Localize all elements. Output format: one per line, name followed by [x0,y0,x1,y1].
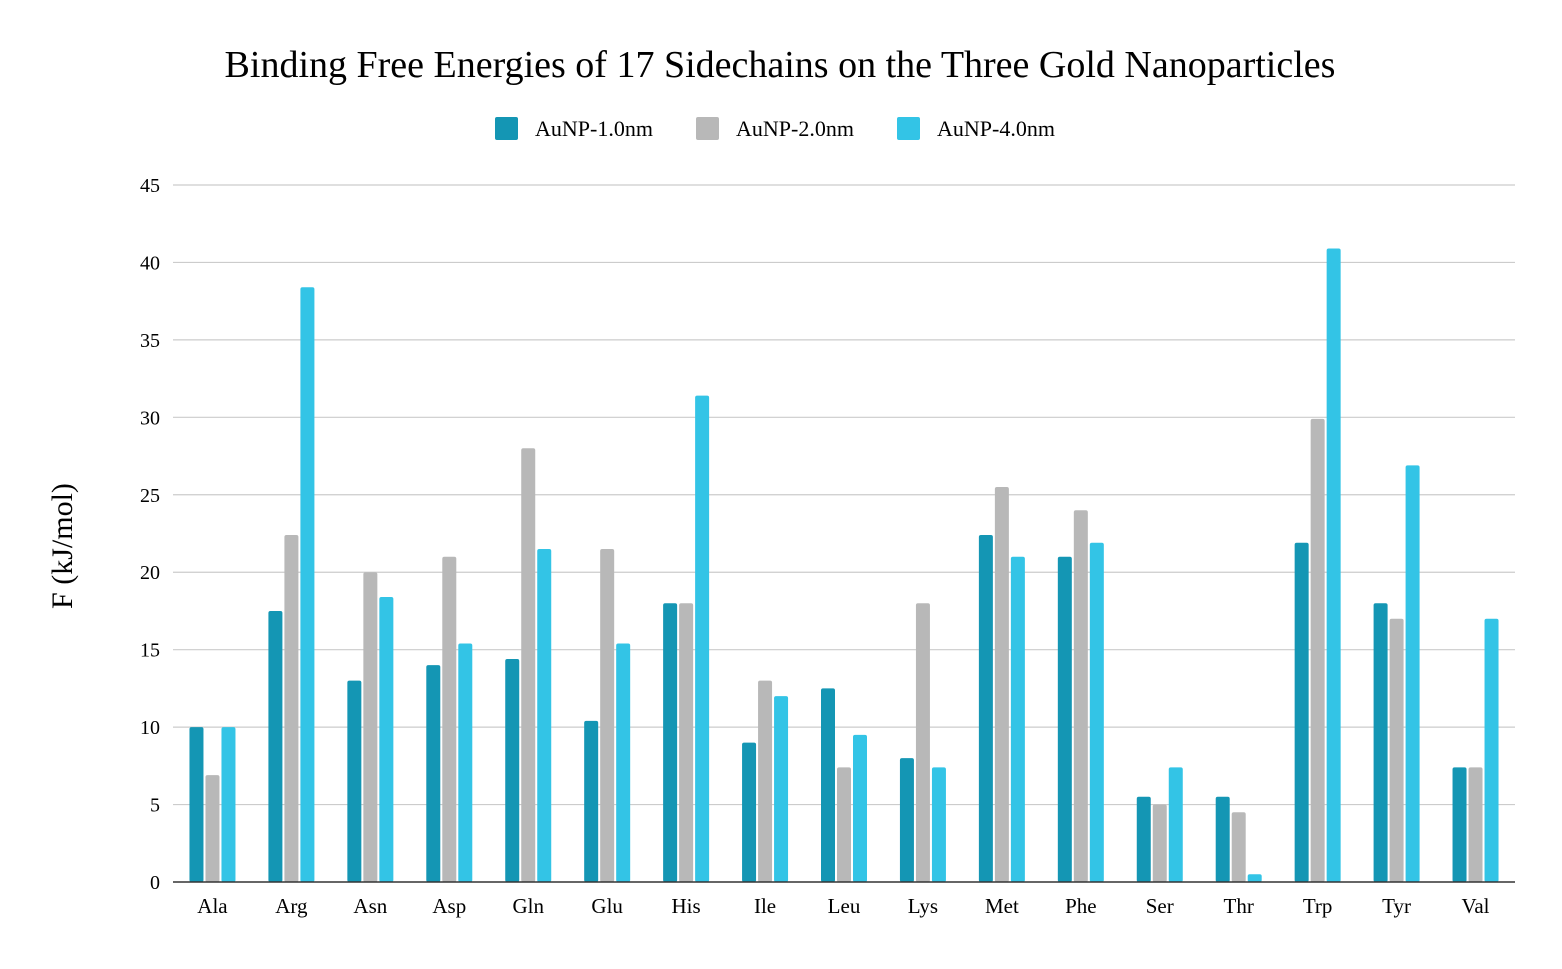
y-tick-label: 0 [150,872,160,894]
bar-met-aunp-4-0nm [1010,556,1025,882]
x-tick-label: Ser [1146,894,1174,918]
y-tick-label: 35 [140,330,160,352]
x-tick-label: Glu [591,894,623,918]
bar-met-aunp-2-0nm [994,487,1009,882]
bar-asn-aunp-1-0nm [347,680,362,882]
bar-asp-aunp-2-0nm [442,556,457,882]
bar-asn-aunp-4-0nm [379,597,394,882]
bar-gln-aunp-2-0nm [521,448,536,882]
bar-arg-aunp-2-0nm [284,535,299,882]
x-tick-label: Tyr [1382,894,1411,918]
bar-glu-aunp-4-0nm [616,643,631,882]
bar-met-aunp-1-0nm [978,535,993,882]
x-tick-label: Val [1462,894,1490,918]
x-tick-label: Leu [828,894,861,918]
bars [189,248,1499,882]
bar-leu-aunp-1-0nm [821,688,835,882]
bar-ser-aunp-4-0nm [1168,767,1183,882]
legend-swatch [696,117,719,140]
x-axis-ticks: Ala Arg Asn Asp Gln Glu His Ile Leu Lys Met Phe Ser T… [197,894,1489,918]
bar-ile-aunp-1-0nm [742,742,757,882]
x-tick-label: Lys [908,894,938,918]
y-axis-ticks: 0 5 10 15 20 25 30 35 40 45 [140,175,160,894]
bar-thr-aunp-4-0nm [1247,874,1262,882]
legend-label: AuNP-4.0nm [937,116,1055,141]
bar-his-aunp-2-0nm [679,603,694,882]
bar-tyr-aunp-4-0nm [1405,465,1420,882]
bar-ala-aunp-1-0nm [189,727,204,882]
bar-lys-aunp-2-0nm [915,603,930,882]
bar-tyr-aunp-1-0nm [1373,603,1388,882]
x-tick-label: Ile [754,894,776,918]
bar-ile-aunp-4-0nm [774,696,789,882]
x-tick-label: Trp [1303,894,1333,918]
bar-arg-aunp-4-0nm [300,287,315,882]
bar-val-aunp-4-0nm [1484,618,1499,882]
x-tick-label: Arg [275,894,308,918]
bar-trp-aunp-2-0nm [1310,418,1325,882]
y-axis-label: F (kJ/mol) [46,483,79,609]
bar-phe-aunp-1-0nm [1057,556,1072,882]
bar-thr-aunp-1-0nm [1215,796,1230,882]
x-tick-label: Met [985,894,1019,918]
bar-gln-aunp-1-0nm [505,658,520,882]
bar-leu-aunp-4-0nm [853,734,867,882]
legend-label: AuNP-1.0nm [535,116,653,141]
bar-leu-aunp-2-0nm [837,767,851,882]
bar-val-aunp-1-0nm [1452,767,1467,882]
y-tick-label: 40 [140,252,160,274]
bar-tyr-aunp-2-0nm [1389,618,1404,882]
x-tick-label: Gln [512,894,544,918]
bar-gln-aunp-4-0nm [537,548,552,882]
bar-asp-aunp-1-0nm [426,665,441,882]
x-tick-label: Asn [353,894,387,918]
bar-glu-aunp-1-0nm [584,720,599,882]
bar-phe-aunp-4-0nm [1089,542,1104,882]
legend-swatch [897,117,920,140]
gridlines [173,184,1515,806]
chart-title: Binding Free Energies of 17 Sidechains o… [225,44,1336,86]
bar-ala-aunp-2-0nm [205,775,220,882]
bar-ala-aunp-4-0nm [221,727,236,882]
y-tick-label: 25 [140,485,160,507]
bar-asp-aunp-4-0nm [458,643,473,882]
y-tick-label: 20 [140,562,160,584]
bar-his-aunp-1-0nm [663,603,678,882]
bar-glu-aunp-2-0nm [600,548,615,882]
bar-val-aunp-2-0nm [1468,767,1483,882]
legend-label: AuNP-2.0nm [736,116,854,141]
x-tick-label: Thr [1224,894,1254,918]
x-tick-label: Ala [197,894,228,918]
y-tick-label: 15 [140,640,160,662]
x-tick-label: Asp [432,894,466,918]
bar-ile-aunp-2-0nm [758,680,773,882]
bar-ser-aunp-1-0nm [1136,796,1151,882]
y-tick-label: 10 [140,717,160,739]
y-tick-label: 5 [150,795,160,817]
bar-phe-aunp-2-0nm [1073,510,1088,882]
legend: AuNP-1.0nm AuNP-2.0nm AuNP-4.0nm [495,116,1055,141]
legend-swatch [495,117,518,140]
y-tick-label: 30 [140,407,160,429]
bar-lys-aunp-4-0nm [931,767,946,882]
bar-ser-aunp-2-0nm [1152,804,1167,882]
x-tick-label: His [672,894,701,918]
bar-arg-aunp-1-0nm [268,610,283,882]
bar-trp-aunp-1-0nm [1294,542,1309,882]
bar-trp-aunp-4-0nm [1326,248,1341,882]
bar-his-aunp-4-0nm [695,395,710,882]
bar-asn-aunp-2-0nm [363,572,378,882]
bar-thr-aunp-2-0nm [1231,812,1246,882]
bar-lys-aunp-1-0nm [899,758,914,882]
x-tick-label: Phe [1065,894,1097,918]
y-tick-label: 45 [140,175,160,197]
